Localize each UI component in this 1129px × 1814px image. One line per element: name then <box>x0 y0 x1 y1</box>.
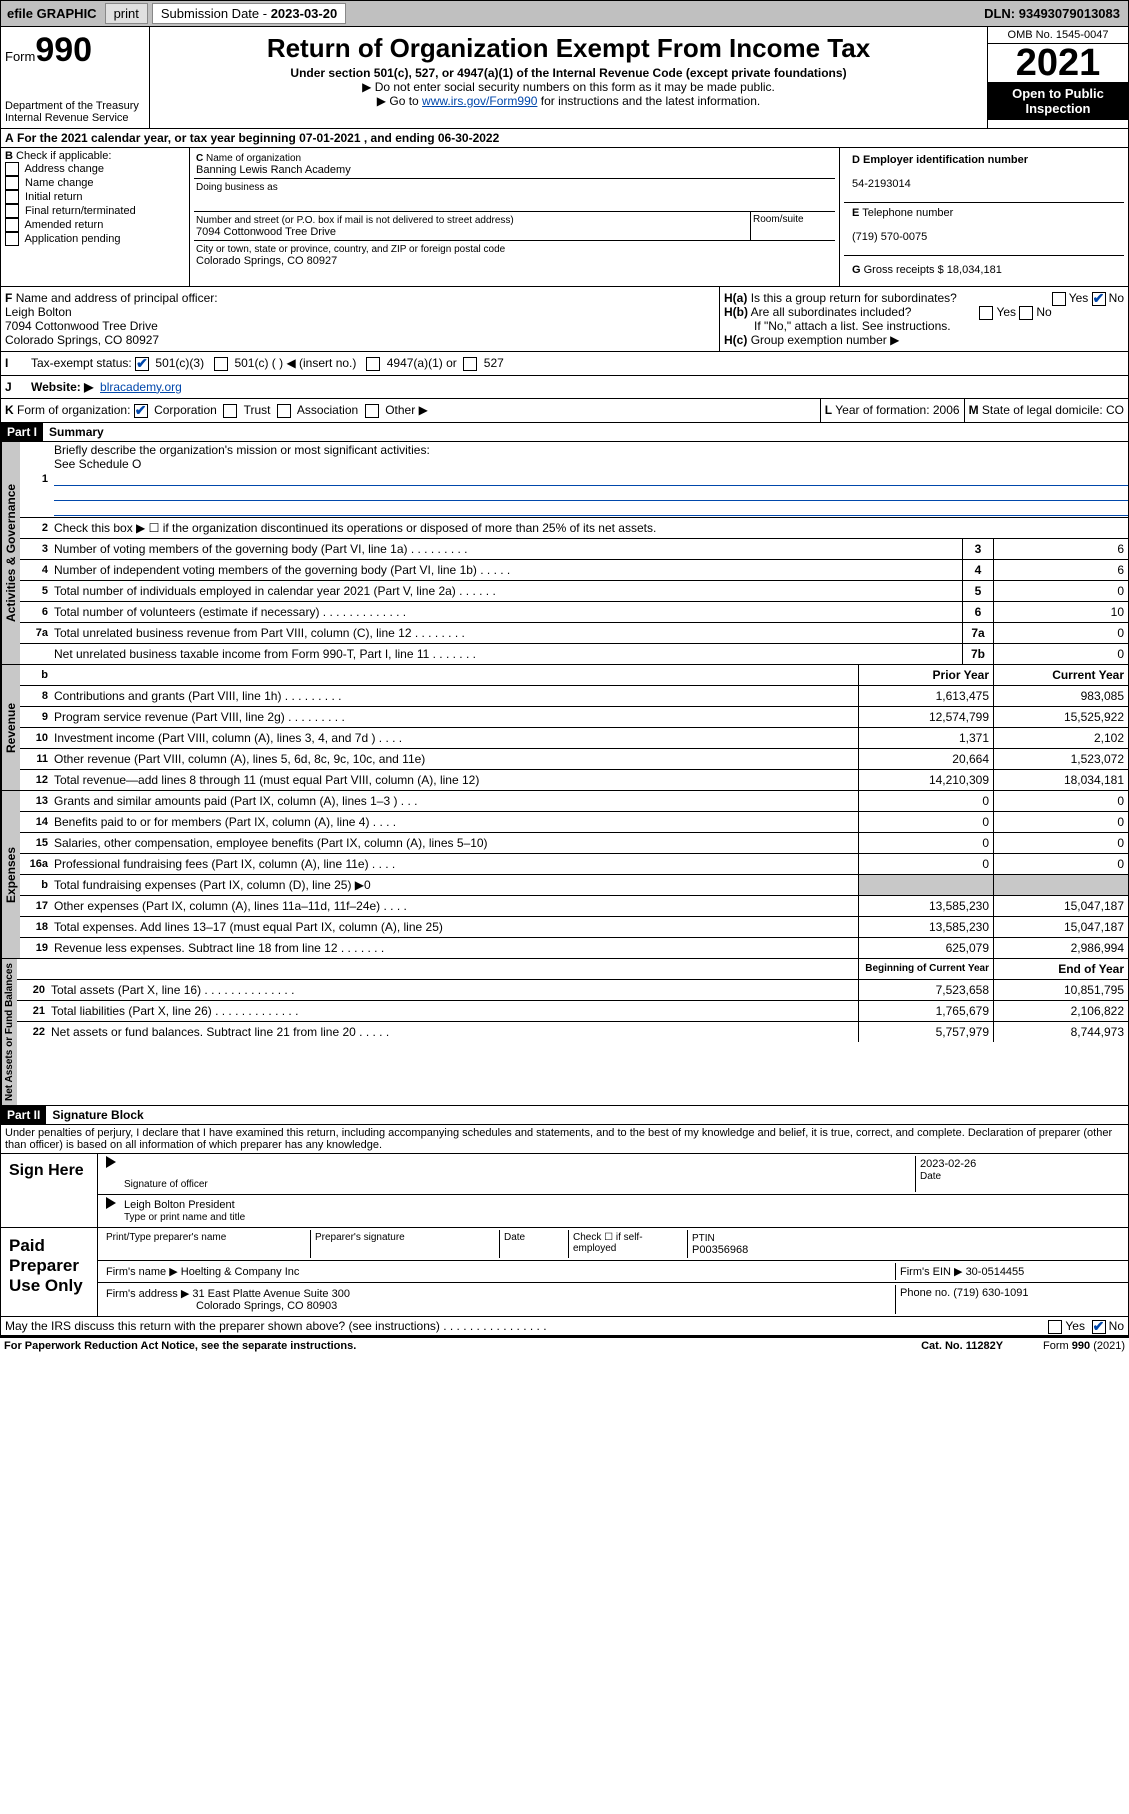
submission-date: Submission Date - 2023-03-20 <box>152 3 346 24</box>
form-number: Form990 <box>5 31 145 70</box>
hb-yes[interactable] <box>979 306 993 320</box>
current-val: 0 <box>993 833 1128 853</box>
top-toolbar: efile GRAPHIC print Submission Date - 20… <box>0 0 1129 27</box>
officer-name: Leigh Bolton President <box>124 1199 235 1211</box>
prior-val: 0 <box>858 833 993 853</box>
tab-revenue: Revenue <box>1 665 20 790</box>
arrow-icon <box>106 1197 116 1209</box>
form-header: Form990 Department of the Treasury Inter… <box>0 27 1129 129</box>
ha-yes[interactable] <box>1052 292 1066 306</box>
discuss-yes[interactable] <box>1048 1320 1062 1334</box>
i-501c3[interactable] <box>135 357 149 371</box>
org-name: Banning Lewis Ranch Academy <box>196 164 351 176</box>
irs-link[interactable]: www.irs.gov/Form990 <box>422 94 537 108</box>
firm-name: Hoelting & Company Inc <box>181 1266 300 1278</box>
dln: DLN: 93493079013083 <box>976 4 1128 23</box>
open-public: Open to Public Inspection <box>988 82 1128 120</box>
arrow-icon <box>106 1156 116 1168</box>
tab-expenses: Expenses <box>1 791 20 958</box>
form-title: Return of Organization Exempt From Incom… <box>154 33 983 64</box>
prior-val <box>858 875 993 895</box>
paid-preparer: Paid Preparer Use Only <box>1 1228 98 1316</box>
section-k: K Form of organization: Corporation Trus… <box>1 399 820 422</box>
line-a: A For the 2021 calendar year, or tax yea… <box>0 129 1129 148</box>
irs-label: Internal Revenue Service <box>5 112 145 124</box>
current-val: 0 <box>993 812 1128 832</box>
tab-activities: Activities & Governance <box>1 442 20 664</box>
firm-ein: 30-0514455 <box>966 1266 1025 1278</box>
footer: For Paperwork Reduction Act Notice, see … <box>0 1336 1129 1354</box>
efile-label: efile GRAPHIC <box>1 4 103 23</box>
section-deg: D Employer identification number54-21930… <box>840 148 1128 286</box>
print-button[interactable]: print <box>105 3 148 24</box>
prior-val: 0 <box>858 791 993 811</box>
form-subtitle: Under section 501(c), 527, or 4947(a)(1)… <box>154 66 983 80</box>
phone: (719) 570-0075 <box>852 231 927 243</box>
prior-val: 0 <box>858 854 993 874</box>
prior-val: 625,079 <box>858 938 993 958</box>
section-f: F Name and address of principal officer:… <box>1 287 720 351</box>
instructions-link: ▶ Go to www.irs.gov/Form990 for instruct… <box>154 94 983 108</box>
part1-header: Part I <box>1 423 43 441</box>
tax-year: 2021 <box>988 44 1128 82</box>
section-i: Tax-exempt status: 501(c)(3) 501(c) ( ) … <box>27 352 1128 375</box>
section-h: H(a) Is this a group return for subordin… <box>720 287 1128 351</box>
website-link[interactable]: blracademy.org <box>100 380 182 394</box>
section-l: L Year of formation: 2006 <box>820 399 965 422</box>
ssn-warning: ▶ Do not enter social security numbers o… <box>154 80 983 94</box>
current-val: 0 <box>993 854 1128 874</box>
firm-phone: (719) 630-1091 <box>953 1287 1028 1299</box>
ptin: P00356968 <box>692 1244 748 1256</box>
street: 7094 Cottonwood Tree Drive <box>196 226 336 238</box>
discuss-no[interactable] <box>1092 1320 1106 1334</box>
section-b: B Check if applicable: Address change Na… <box>1 148 190 286</box>
section-j: Website: ▶ blracademy.org <box>27 376 1128 398</box>
section-m: M State of legal domicile: CO <box>965 399 1128 422</box>
current-val: 15,047,187 <box>993 896 1128 916</box>
hb-no[interactable] <box>1019 306 1033 320</box>
current-val: 2,986,994 <box>993 938 1128 958</box>
city: Colorado Springs, CO 80927 <box>196 255 337 267</box>
current-val: 0 <box>993 791 1128 811</box>
ha-no[interactable] <box>1092 292 1106 306</box>
tab-netassets: Net Assets or Fund Balances <box>1 959 17 1105</box>
prior-val: 13,585,230 <box>858 896 993 916</box>
prior-val: 0 <box>858 812 993 832</box>
current-val: 15,047,187 <box>993 917 1128 937</box>
sign-here: Sign Here <box>1 1154 98 1227</box>
part2-header: Part II <box>1 1106 46 1124</box>
current-val <box>993 875 1128 895</box>
ein: 54-2193014 <box>852 178 911 190</box>
perjury-decl: Under penalties of perjury, I declare th… <box>0 1125 1129 1154</box>
may-irs-discuss: May the IRS discuss this return with the… <box>0 1317 1129 1336</box>
section-c: C Name of organizationBanning Lewis Ranc… <box>190 148 840 286</box>
prior-val: 13,585,230 <box>858 917 993 937</box>
dept-treasury: Department of the Treasury <box>5 100 145 112</box>
gross-receipts: 18,034,181 <box>947 264 1002 276</box>
